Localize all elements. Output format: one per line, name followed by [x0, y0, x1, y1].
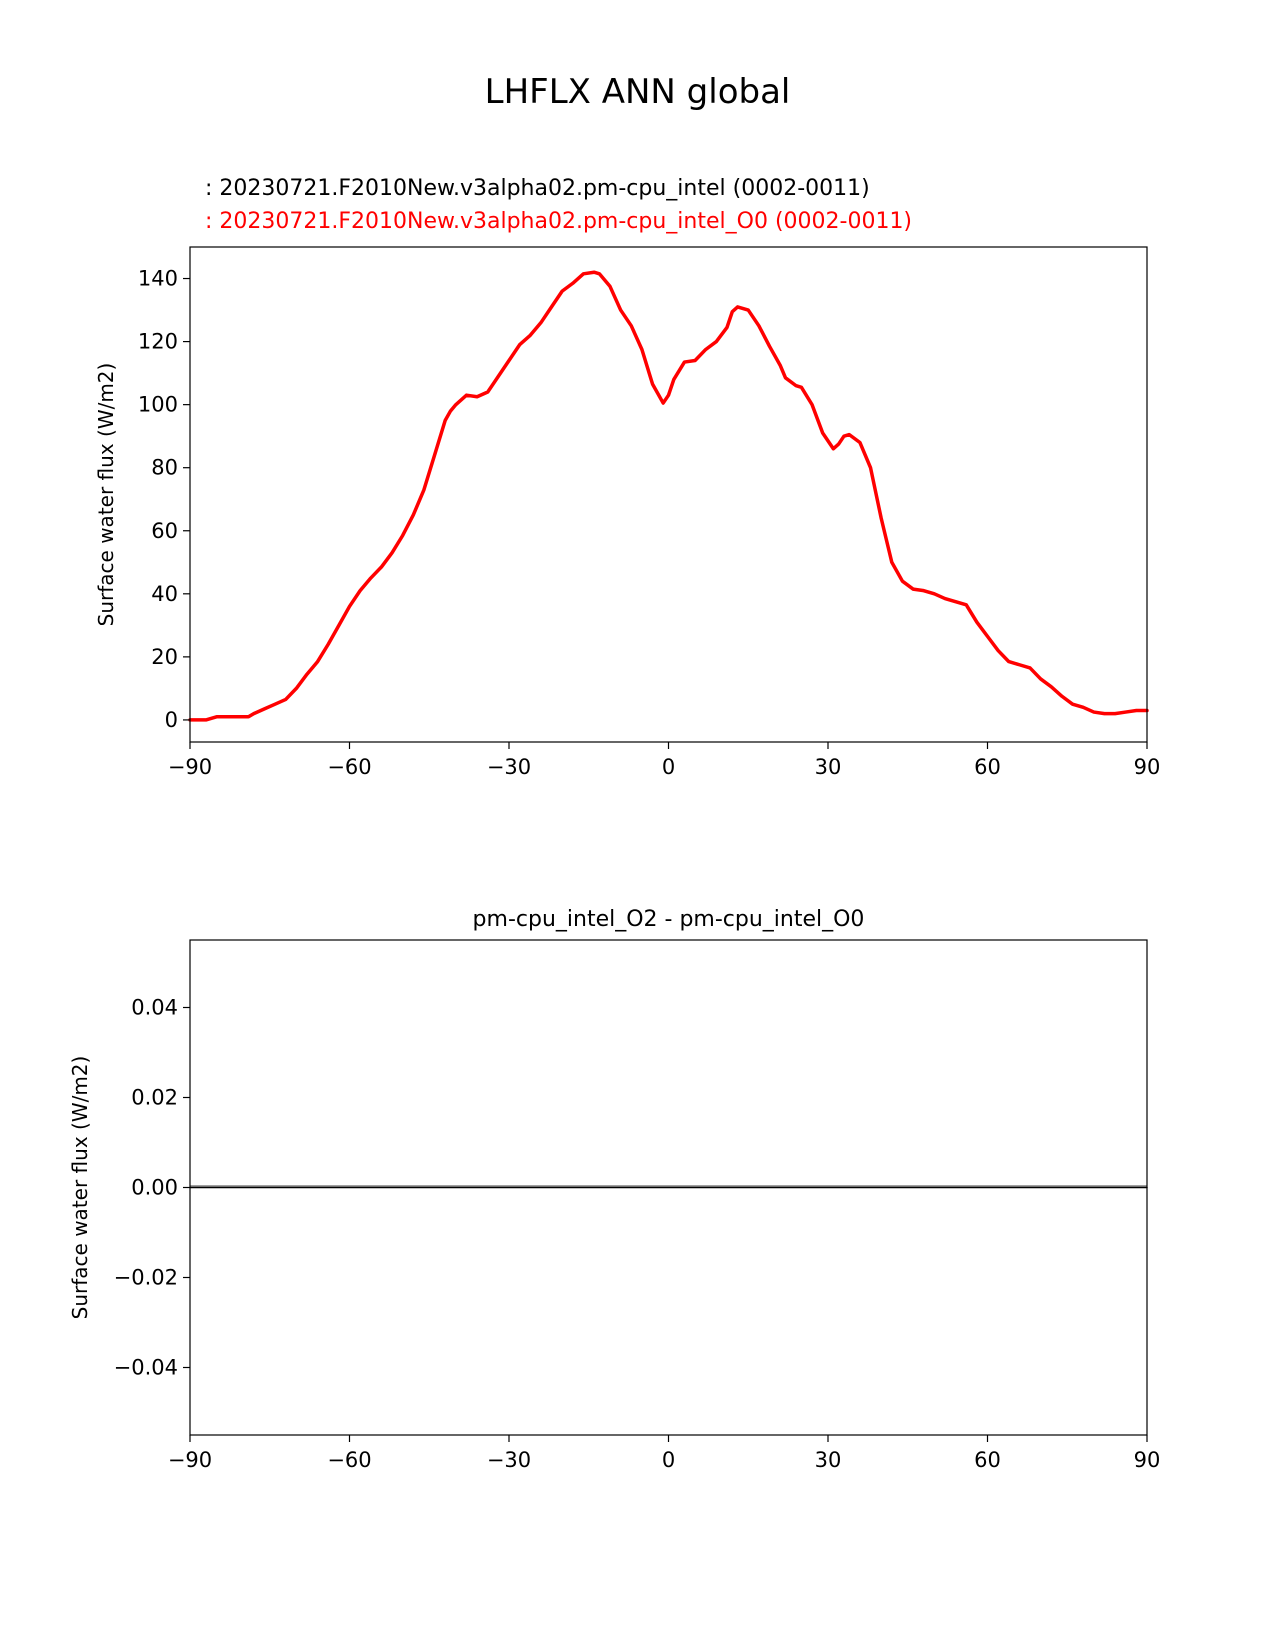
top-ytick-label: 120 [138, 330, 178, 354]
bottom-xtick-label: 30 [815, 1448, 842, 1472]
top-xtick-label: −30 [487, 755, 531, 779]
bottom-xtick-label: 60 [974, 1448, 1001, 1472]
top-xtick-label: −90 [168, 755, 212, 779]
bottom-xtick-label: −30 [487, 1448, 531, 1472]
bottom-xtick-label: −90 [168, 1448, 212, 1472]
top-xtick-label: −60 [327, 755, 371, 779]
top-series-line-0 [188, 270, 1149, 722]
bottom-xtick-label: 90 [1134, 1448, 1161, 1472]
top-ytick-label: 140 [138, 267, 178, 291]
bottom-ylabel: Surface water flux (W/m2) [68, 1056, 92, 1320]
top-xtick-label: 0 [662, 755, 675, 779]
top-xtick-label: 90 [1134, 755, 1161, 779]
top-plot-frame [189, 246, 1148, 743]
bottom-xtick-label: −60 [327, 1448, 371, 1472]
top-xtick-label: 60 [974, 755, 1001, 779]
top-xtick-label: 30 [815, 755, 842, 779]
top-ytick-label: 80 [151, 456, 178, 480]
bottom-panel-title: pm-cpu_intel_O2 - pm-cpu_intel_O0 [473, 907, 865, 932]
top-ytick-label: 0 [165, 708, 178, 732]
bottom-ytick-label: 0.00 [131, 1176, 178, 1200]
bottom-ytick-label: 0.02 [131, 1086, 178, 1110]
top-ylabel: Surface water flux (W/m2) [94, 363, 118, 627]
bottom-ytick-label: −0.02 [114, 1266, 178, 1290]
figure-title: LHFLX ANN global [484, 72, 791, 112]
top-ytick-label: 100 [138, 393, 178, 417]
legend-ref-label: : 20230721.F2010New.v3alpha02.pm-cpu_int… [205, 209, 913, 234]
top-ytick-label: 40 [151, 582, 178, 606]
bottom-ytick-label: 0.04 [131, 996, 178, 1020]
top-ytick-label: 20 [151, 645, 178, 669]
legend-test-label: : 20230721.F2010New.v3alpha02.pm-cpu_int… [205, 176, 870, 201]
top-ytick-label: 60 [151, 519, 178, 543]
bottom-xtick-label: 0 [662, 1448, 675, 1472]
bottom-ytick-label: −0.04 [114, 1356, 178, 1380]
